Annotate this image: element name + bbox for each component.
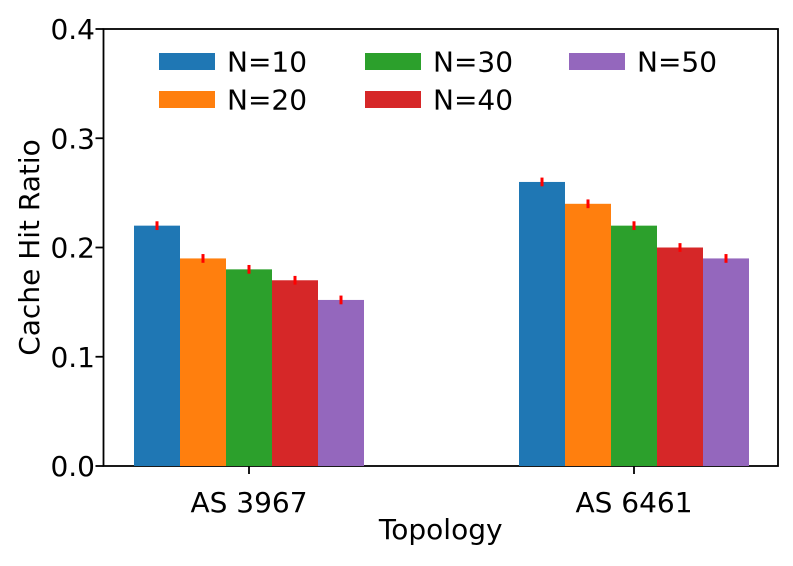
legend-label-n30: N=30 [433, 46, 513, 79]
bar-as3967-n20 [180, 258, 226, 466]
y-tick-label: 0.2 [50, 232, 95, 265]
bar-as3967-n50 [318, 299, 364, 466]
x-tick-label-as6461: AS 6461 [575, 486, 692, 519]
bar-as6461-n40 [657, 247, 703, 466]
y-tick-label: 0.4 [50, 13, 95, 46]
bar-as3967-n40 [272, 280, 318, 466]
y-axis-label: Cache Hit Ratio [13, 139, 46, 356]
bar-as6461-n10 [519, 181, 565, 466]
legend-swatch-n20 [159, 91, 215, 108]
legend-label-n10: N=10 [227, 46, 307, 79]
legend-label-n50: N=50 [637, 46, 717, 79]
legend: N=10 N=20 N=30 N=40 N=50 [159, 46, 717, 117]
legend-label-n40: N=40 [433, 84, 513, 117]
legend-swatch-n10 [159, 53, 215, 70]
bar-as3967-n30 [226, 269, 272, 466]
legend-swatch-n50 [569, 53, 625, 70]
x-tick-label-as3967: AS 3967 [190, 486, 307, 519]
bar-as6461-n20 [565, 203, 611, 467]
bar-as3967-n10 [134, 225, 180, 466]
y-tick-label: 0.0 [50, 450, 95, 483]
bar-as6461-n30 [611, 225, 657, 466]
legend-label-n20: N=20 [227, 84, 307, 117]
y-tick-label: 0.3 [50, 122, 95, 155]
bar-as6461-n50 [703, 258, 749, 466]
legend-swatch-n40 [365, 91, 421, 108]
legend-swatch-n30 [365, 53, 421, 70]
x-axis-label: Topology [378, 513, 503, 546]
y-tick-label: 0.1 [50, 341, 95, 374]
